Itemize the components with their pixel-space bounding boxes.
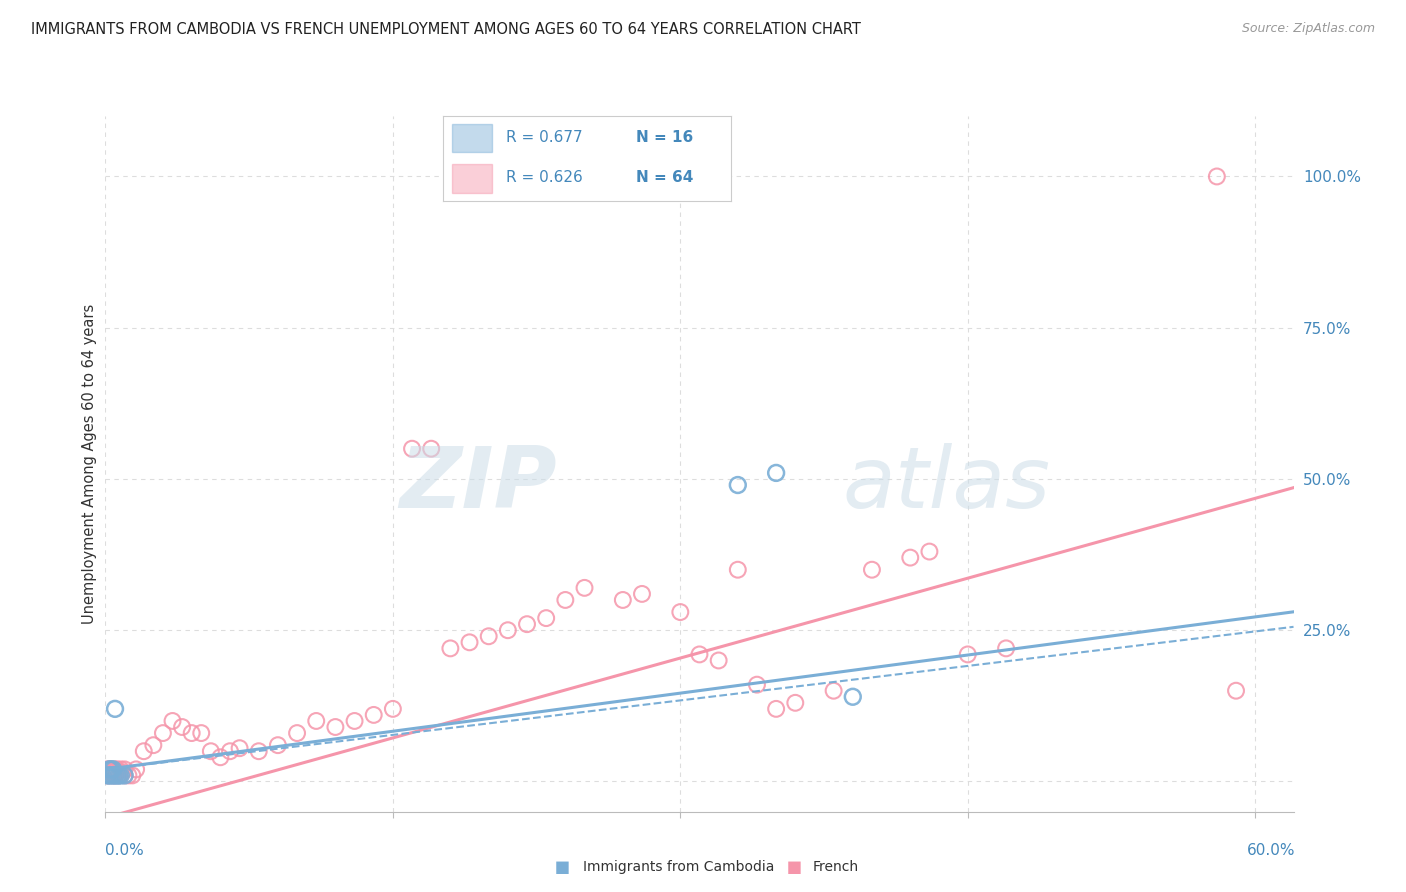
- Point: [267, 738, 290, 752]
- Point: [125, 763, 148, 777]
- Point: [363, 707, 385, 722]
- Point: [98, 763, 121, 777]
- Point: [209, 750, 232, 764]
- Point: [111, 765, 134, 780]
- Point: [765, 466, 787, 480]
- Text: ZIP: ZIP: [399, 443, 557, 526]
- Point: [98, 763, 121, 777]
- Point: [117, 768, 139, 782]
- Text: 60.0%: 60.0%: [1247, 843, 1295, 858]
- Point: [612, 593, 634, 607]
- Point: [496, 624, 519, 638]
- Point: [132, 744, 155, 758]
- Point: [104, 702, 127, 716]
- Point: [247, 744, 270, 758]
- Point: [101, 768, 124, 782]
- Point: [104, 768, 127, 782]
- Point: [96, 768, 118, 782]
- Point: [121, 768, 143, 782]
- Point: [108, 768, 131, 782]
- Text: ▪: ▪: [554, 855, 571, 879]
- Point: [114, 768, 136, 782]
- Point: [860, 563, 883, 577]
- Point: [100, 768, 122, 782]
- Point: [305, 714, 328, 728]
- Point: [100, 763, 122, 777]
- Point: [745, 678, 768, 692]
- Point: [100, 765, 122, 780]
- Point: [689, 648, 711, 662]
- Point: [785, 696, 807, 710]
- Point: [105, 765, 128, 780]
- Point: [631, 587, 654, 601]
- Point: [98, 768, 121, 782]
- Point: [325, 720, 347, 734]
- Point: [285, 726, 308, 740]
- Point: [162, 714, 184, 728]
- Point: [727, 563, 749, 577]
- Point: [478, 629, 501, 643]
- Point: [96, 763, 118, 777]
- Point: [110, 768, 132, 782]
- Text: French: French: [813, 860, 859, 874]
- Text: R = 0.626: R = 0.626: [506, 170, 583, 186]
- Point: [219, 744, 242, 758]
- Point: [105, 768, 128, 782]
- Text: 0.0%: 0.0%: [105, 843, 145, 858]
- Point: [458, 635, 481, 649]
- Point: [554, 593, 576, 607]
- Point: [114, 763, 136, 777]
- Point: [180, 726, 202, 740]
- Point: [142, 738, 165, 752]
- Point: [104, 763, 127, 777]
- Point: [152, 726, 174, 740]
- Point: [98, 768, 121, 782]
- Point: [420, 442, 443, 456]
- Point: [100, 763, 122, 777]
- Point: [101, 763, 124, 777]
- Point: [823, 683, 845, 698]
- Text: atlas: atlas: [842, 443, 1050, 526]
- Text: ▪: ▪: [786, 855, 803, 879]
- Point: [727, 478, 749, 492]
- Point: [534, 611, 557, 625]
- Text: R = 0.677: R = 0.677: [506, 130, 583, 145]
- Point: [200, 744, 222, 758]
- Point: [343, 714, 366, 728]
- Point: [381, 702, 404, 716]
- Point: [108, 768, 131, 782]
- Point: [190, 726, 212, 740]
- Point: [114, 768, 136, 782]
- Point: [96, 768, 118, 782]
- Text: N = 16: N = 16: [636, 130, 693, 145]
- Point: [439, 641, 461, 656]
- Point: [104, 768, 127, 782]
- Point: [898, 550, 921, 565]
- Point: [172, 720, 194, 734]
- Point: [228, 741, 250, 756]
- Point: [765, 702, 787, 716]
- Point: [1205, 169, 1227, 184]
- Point: [516, 617, 538, 632]
- Point: [956, 648, 979, 662]
- Point: [101, 768, 124, 782]
- Point: [707, 653, 730, 667]
- Text: N = 64: N = 64: [636, 170, 693, 186]
- Bar: [451, 124, 492, 153]
- Point: [918, 544, 941, 558]
- Point: [401, 442, 423, 456]
- Text: Source: ZipAtlas.com: Source: ZipAtlas.com: [1241, 22, 1375, 36]
- Point: [101, 765, 124, 780]
- Point: [1225, 683, 1247, 698]
- Text: IMMIGRANTS FROM CAMBODIA VS FRENCH UNEMPLOYMENT AMONG AGES 60 TO 64 YEARS CORREL: IMMIGRANTS FROM CAMBODIA VS FRENCH UNEMP…: [31, 22, 860, 37]
- Bar: [451, 164, 492, 193]
- Point: [995, 641, 1018, 656]
- Point: [574, 581, 596, 595]
- Text: Immigrants from Cambodia: Immigrants from Cambodia: [583, 860, 775, 874]
- Point: [110, 763, 132, 777]
- Point: [669, 605, 692, 619]
- Point: [105, 763, 128, 777]
- Point: [842, 690, 865, 704]
- Y-axis label: Unemployment Among Ages 60 to 64 years: Unemployment Among Ages 60 to 64 years: [82, 303, 97, 624]
